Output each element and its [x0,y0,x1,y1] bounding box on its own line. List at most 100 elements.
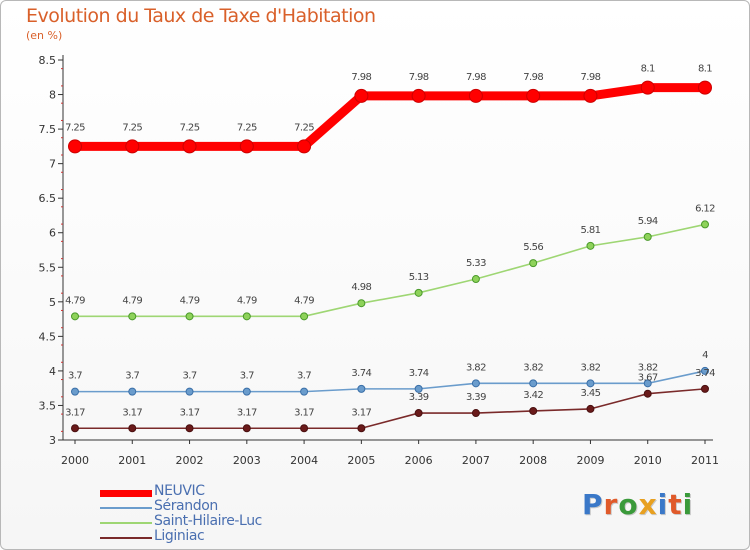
legend-swatch [100,537,152,539]
data-point-0 [354,88,369,103]
y-tick-label: 4 [49,365,56,378]
data-label: 4.79 [294,295,314,306]
series-line-0 [75,83,705,151]
data-label: 7.98 [409,72,429,83]
data-label: 3.17 [65,407,85,418]
legend-swatch [100,489,152,497]
data-label: 4.79 [122,295,142,306]
data-label: 6.12 [695,203,715,214]
data-label: 3.7 [240,371,254,382]
data-label: 7.25 [65,122,85,133]
data-point-3 [128,424,137,433]
data-point-3 [701,384,709,393]
data-point-3 [471,409,480,418]
y-tick-label: 4.5 [39,330,57,343]
data-label: 4.79 [237,295,257,306]
data-label: 3.17 [237,407,257,418]
data-point-3 [357,424,366,433]
data-label: 5.33 [466,258,486,269]
data-point-2 [71,312,79,321]
data-label: 3.67 [638,373,658,384]
data-point-0 [698,80,712,95]
data-label: 3.74 [409,368,429,379]
data-label: 3.42 [523,390,543,401]
legend-label: NEUVIC [154,483,205,499]
data-point-2 [300,312,309,321]
x-tick-label: 2000 [61,454,89,467]
data-point-2 [701,220,709,229]
data-point-3 [586,404,595,413]
data-point-2 [414,288,423,297]
data-label: 7.25 [294,122,314,133]
data-label: 5.56 [523,242,543,253]
data-point-1 [414,384,423,393]
data-point-1 [586,379,595,388]
data-point-0 [239,139,254,154]
x-tick-label: 2001 [118,454,146,467]
data-point-0 [640,80,655,95]
x-tick-label: 2009 [576,454,604,467]
data-label: 7.98 [523,72,543,83]
data-point-1 [128,387,137,396]
data-point-1 [185,387,194,396]
data-point-0 [68,139,82,154]
data-label: 7.98 [351,72,371,83]
data-label: 4.98 [351,282,371,293]
data-point-0 [125,139,140,154]
data-point-1 [643,379,652,388]
data-label: 8.1 [698,64,712,75]
series-line-1 [75,370,706,393]
data-point-0 [297,139,312,154]
x-tick-label: 2011 [691,454,719,467]
data-point-3 [414,409,423,418]
data-label: 3.7 [182,371,196,382]
data-label: 7.98 [581,72,601,83]
data-label: 5.94 [638,216,658,227]
y-tick-label: 6 [49,227,56,240]
y-tick-label: 8.5 [39,54,57,67]
data-label: 8.1 [641,64,655,75]
data-point-2 [242,312,251,321]
chart-title: Evolution du Taux de Taxe d'Habitation [26,5,376,27]
data-label: 3.39 [466,392,486,403]
x-tick-label: 2007 [462,454,490,467]
data-point-1 [471,379,480,388]
data-point-2 [529,259,538,268]
y-tick-label: 5 [49,296,56,309]
legend-swatch [100,522,152,524]
data-label: 7.98 [466,72,486,83]
y-tick-label: 3.5 [39,399,57,412]
data-label: 3.7 [297,371,311,382]
y-tick-label: 7 [49,158,56,171]
data-label: 3.7 [68,371,82,382]
data-point-0 [526,88,541,103]
data-point-3 [71,424,79,433]
data-point-1 [242,387,251,396]
data-label: 7.25 [180,122,200,133]
data-point-1 [300,387,309,396]
data-point-2 [586,241,595,250]
data-point-3 [643,389,652,398]
series-line-3 [75,388,706,430]
legend-label: Sérandon [154,498,218,514]
x-tick-label: 2005 [347,454,375,467]
data-label: 3.82 [466,362,486,373]
data-label: 7.25 [122,122,142,133]
data-point-0 [182,139,197,154]
data-point-2 [357,299,366,308]
data-label: 7.25 [237,122,257,133]
legend-swatch [100,507,152,509]
data-label: 4.79 [180,295,200,306]
data-label: 3.74 [351,368,371,379]
x-tick-label: 2008 [519,454,547,467]
data-point-3 [300,424,309,433]
data-label: 3.45 [581,388,601,399]
y-tick-label: 6.5 [39,192,57,205]
data-label: 3.39 [409,392,429,403]
data-point-2 [471,275,480,284]
legend-label: Saint-Hilaire-Luc [154,513,262,529]
proxiti-logo: Proxiti [582,488,694,521]
data-point-2 [643,232,652,241]
y-tick-label: 7.5 [39,123,57,136]
